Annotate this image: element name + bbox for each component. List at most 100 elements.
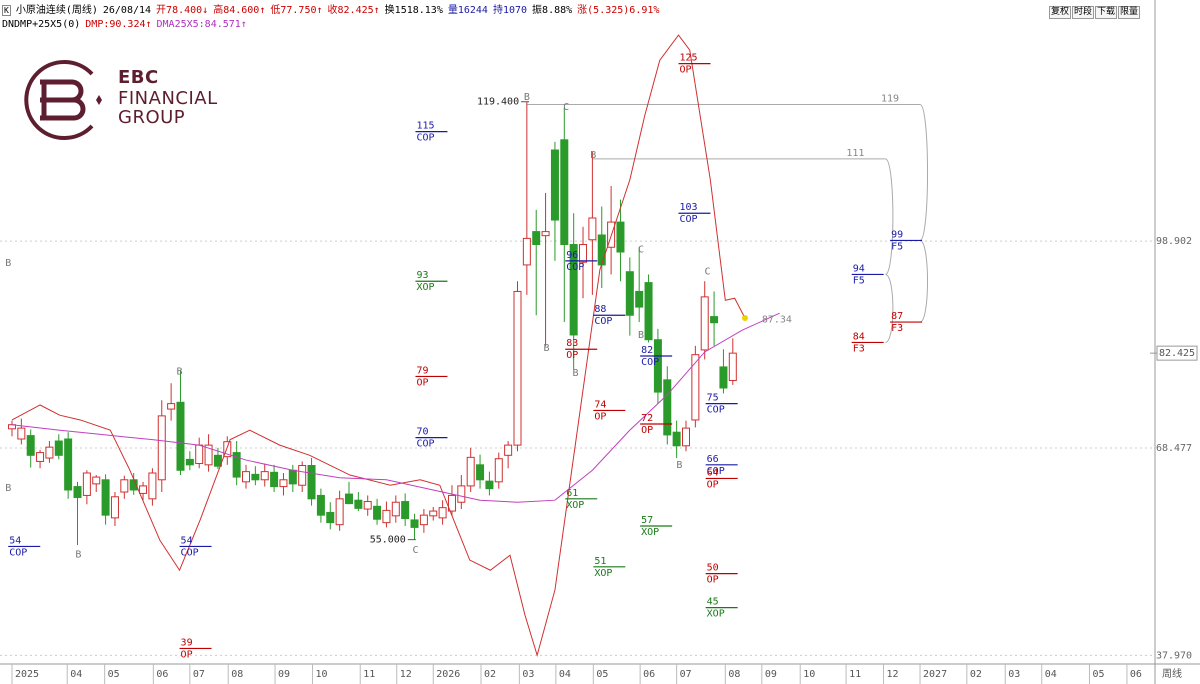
- candle-body: [307, 465, 316, 500]
- candle-body: [569, 244, 578, 336]
- level-value: 93: [416, 270, 428, 281]
- logo-icon: [24, 60, 102, 140]
- indicator-field: DMP:90.324↑: [85, 19, 152, 30]
- indicator-header: DNDMP+25X5(0) DMP:90.324↑ DMA25X5:84.571↑: [2, 19, 252, 31]
- candle-body: [644, 282, 653, 341]
- x-tick-label: 08: [728, 669, 740, 680]
- candle-body: [185, 458, 194, 466]
- x-tick-label: 04: [70, 669, 82, 680]
- candle-body: [550, 149, 559, 221]
- candle-body: [691, 354, 700, 421]
- candle-body: [148, 472, 157, 500]
- candle-body: [279, 479, 288, 488]
- quote-header: K 小原油连续(周线) 26/08/14 开78.400↓ 高84.600↑ 低77.75…: [2, 5, 664, 17]
- x-tick-label: 04: [1045, 669, 1057, 680]
- quote-field: 量16244: [447, 5, 488, 16]
- candle-body: [110, 496, 119, 519]
- level-tag: COP: [416, 133, 434, 144]
- y-tick-label: 68.477: [1156, 443, 1192, 454]
- x-tick-label: 06: [1130, 669, 1142, 680]
- toolbar-button[interactable]: 复权: [1048, 6, 1071, 19]
- quote-field: 持1070: [492, 5, 528, 16]
- candle-body: [326, 511, 335, 524]
- toolbar-button[interactable]: 时段: [1071, 6, 1094, 19]
- x-tick-label: 05: [108, 669, 120, 680]
- pivot-label: C: [705, 267, 711, 278]
- level-tag: OP: [707, 575, 719, 586]
- level-value: 75: [707, 393, 719, 404]
- level-value: 99: [891, 229, 903, 240]
- last-price-label: 82.425: [1159, 348, 1195, 359]
- level-tag: OP: [416, 377, 428, 388]
- candle-body: [363, 501, 372, 510]
- candle-body: [26, 435, 35, 456]
- level-tag: OP: [680, 65, 692, 76]
- level-tag: COP: [566, 262, 584, 273]
- candle-body: [242, 471, 251, 483]
- candle-body: [429, 510, 438, 517]
- level-tag: OP: [641, 425, 653, 436]
- quote-field: 小原油连续(周线): [15, 5, 98, 16]
- quote-field: 高84.600↑: [213, 5, 266, 16]
- candle-body: [579, 244, 588, 263]
- chart-icon[interactable]: K: [2, 5, 11, 16]
- level-tag: COP: [680, 214, 698, 225]
- candle-body: [419, 514, 428, 526]
- candle-body: [504, 444, 513, 456]
- candle-body: [522, 237, 531, 266]
- quote-field: 换1518.13%: [384, 5, 443, 16]
- pivot-label: B: [638, 330, 644, 341]
- projection-label: 111: [846, 148, 864, 159]
- period-label: 周线: [1162, 667, 1182, 680]
- pivot-label: B: [590, 150, 596, 161]
- level-tag: OP: [594, 411, 606, 422]
- x-tick-label: 03: [522, 669, 534, 680]
- x-tick-label: 10: [315, 669, 327, 680]
- level-value: 72: [641, 413, 653, 424]
- candle-body: [681, 427, 690, 447]
- level-value: 125: [680, 53, 698, 64]
- candle-body: [597, 234, 606, 266]
- candle-body: [213, 454, 222, 467]
- candle-body: [288, 469, 297, 485]
- candle-body: [382, 509, 391, 524]
- candle-body: [335, 498, 344, 526]
- price-label: 55.000: [370, 535, 406, 546]
- level-tag: COP: [707, 405, 725, 416]
- x-tick-label: 07: [193, 669, 205, 680]
- level-tag: XOP: [707, 609, 725, 620]
- candle-body: [45, 446, 54, 459]
- candle-body: [485, 480, 494, 490]
- candle-body: [457, 485, 466, 503]
- toolbar-button[interactable]: 限量: [1117, 6, 1140, 19]
- pivot-label: B: [676, 460, 682, 471]
- candle-body: [710, 316, 719, 324]
- level-value: 82: [641, 345, 653, 356]
- candle-body: [513, 290, 522, 446]
- x-tick-label: 09: [278, 669, 290, 680]
- candle-body: [298, 465, 307, 486]
- level-tag: XOP: [641, 527, 659, 538]
- end-label: 87.34: [762, 315, 792, 326]
- level-value: 87: [891, 311, 903, 322]
- toolbar-button[interactable]: 下载: [1094, 6, 1117, 19]
- projection-bracket: [884, 158, 894, 343]
- candle-body: [391, 501, 400, 517]
- pivot-label: C: [563, 102, 569, 113]
- level-value: 79: [416, 365, 428, 376]
- end-marker: [741, 314, 748, 321]
- x-tick-label: 06: [643, 669, 655, 680]
- x-tick-label: 10: [803, 669, 815, 680]
- candle-body: [588, 217, 597, 241]
- pivot-label: C: [638, 244, 644, 255]
- y-tick-label: 37.970: [1156, 650, 1192, 661]
- projection-label: 119: [881, 93, 899, 104]
- x-tick-label: 2027: [923, 669, 947, 680]
- price-label: 119.400: [477, 97, 519, 108]
- level-value: 39: [181, 637, 193, 648]
- candle-body: [139, 485, 148, 494]
- logo-text: EBC: [118, 67, 159, 88]
- candle-body: [82, 472, 91, 496]
- candle-body: [260, 471, 269, 481]
